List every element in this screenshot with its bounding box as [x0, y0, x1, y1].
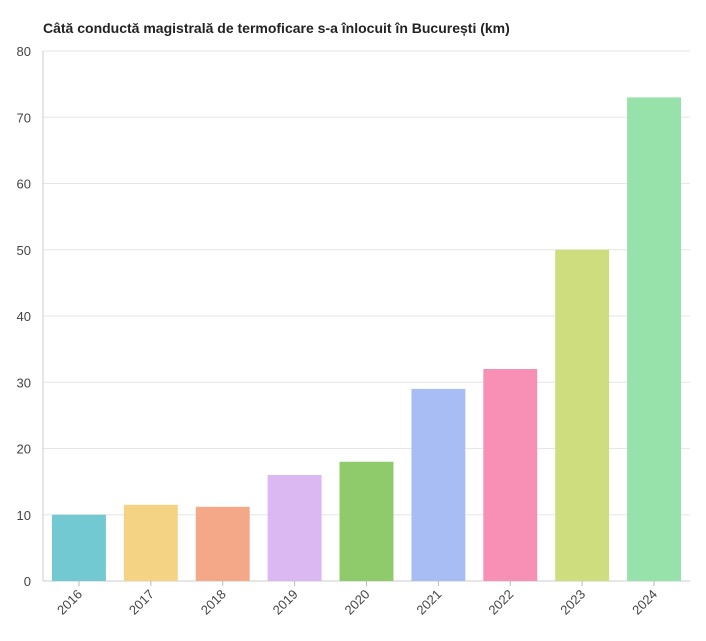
bar-2021[interactable]: [411, 388, 466, 581]
x-tick-label: 2017: [126, 587, 157, 618]
bars: [51, 97, 682, 581]
y-tick-label: 80: [17, 44, 31, 59]
bar-2016[interactable]: [51, 514, 106, 581]
bar-2017[interactable]: [123, 504, 178, 581]
chart-title: Câtă conductă magistrală de termoficare …: [43, 20, 510, 36]
bar-2024[interactable]: [627, 97, 682, 581]
y-tick-label: 30: [17, 375, 31, 390]
x-tick-label: 2024: [629, 587, 660, 618]
bar-2020[interactable]: [339, 461, 394, 581]
x-tick-label: 2018: [198, 587, 229, 618]
y-tick-label: 40: [17, 309, 31, 324]
y-tick-label: 10: [17, 508, 31, 523]
bar-2022[interactable]: [483, 369, 538, 581]
y-tick-label: 50: [17, 243, 31, 258]
x-axis: 2016 2017 2018 2019 2020 2021 2022 2023 2024: [54, 581, 660, 618]
y-axis: 0 10 20 30 40 50 60 70 80: [17, 44, 44, 589]
x-tick-label: 2023: [557, 587, 588, 618]
x-tick-label: 2016: [54, 587, 85, 618]
y-tick-label: 70: [17, 110, 31, 125]
x-tick-label: 2021: [413, 587, 444, 618]
bar-2019[interactable]: [267, 475, 322, 581]
x-tick-label: 2022: [485, 587, 516, 618]
y-tick-label: 0: [24, 574, 31, 589]
bar-2023[interactable]: [555, 249, 610, 581]
y-tick-label: 20: [17, 442, 31, 457]
y-tick-label: 60: [17, 177, 31, 192]
x-tick-label: 2020: [342, 587, 373, 618]
bar-2018[interactable]: [195, 506, 250, 581]
x-tick-label: 2019: [270, 587, 301, 618]
